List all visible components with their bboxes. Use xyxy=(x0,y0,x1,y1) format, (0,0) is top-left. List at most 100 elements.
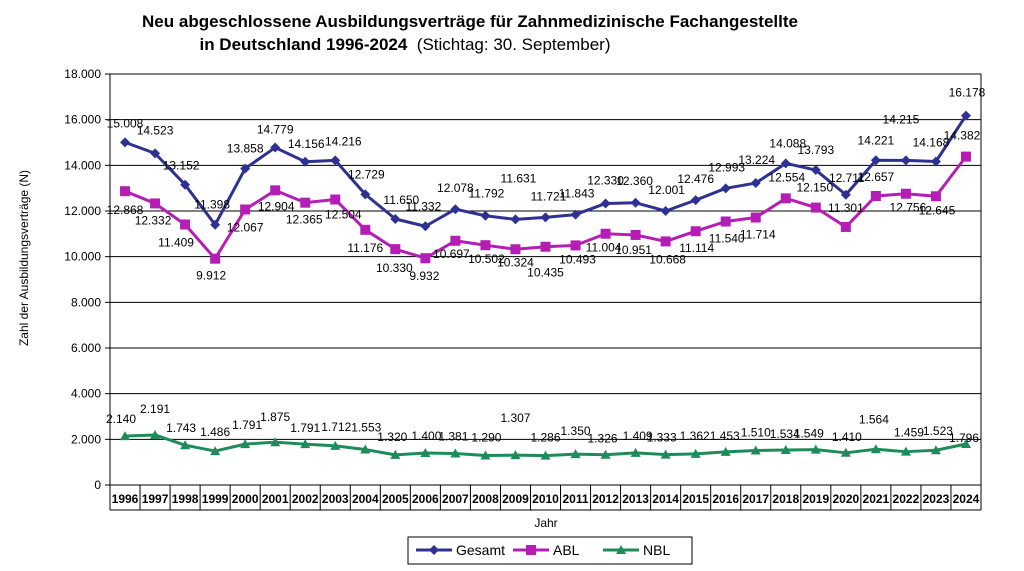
data-point xyxy=(600,198,611,209)
data-label: 1.510 xyxy=(741,426,771,440)
data-label: 12.554 xyxy=(768,170,805,184)
x-tick-label: 2017 xyxy=(742,492,769,506)
data-label: 12.150 xyxy=(796,181,833,195)
data-point xyxy=(390,449,401,459)
data-point xyxy=(270,142,281,153)
data-label: 12.365 xyxy=(286,213,323,227)
x-tick-label: 2007 xyxy=(442,492,469,506)
data-label: 10.668 xyxy=(649,252,686,266)
data-label: 11.721 xyxy=(531,189,567,203)
data-point xyxy=(690,448,701,458)
data-point xyxy=(330,155,341,166)
data-label: 1.875 xyxy=(260,410,290,424)
data-point xyxy=(360,189,371,200)
data-point xyxy=(720,183,731,194)
data-label: 1.712 xyxy=(321,420,351,434)
data-label: 1.381 xyxy=(438,429,468,443)
data-label: 1.523 xyxy=(923,424,953,438)
data-point xyxy=(540,450,551,460)
x-tick-label: 2016 xyxy=(712,492,739,506)
x-tick-label: 2024 xyxy=(953,492,980,506)
x-tick-label: 2015 xyxy=(682,492,709,506)
data-point xyxy=(600,449,611,459)
data-label: 11.114 xyxy=(679,241,714,255)
legend-label: Gesamt xyxy=(456,542,505,558)
data-label: 12.729 xyxy=(348,167,385,181)
data-point xyxy=(840,221,851,232)
data-point xyxy=(180,440,191,450)
data-label: 11.332 xyxy=(405,199,441,213)
data-label: 10.697 xyxy=(433,247,470,261)
data-point xyxy=(210,253,221,264)
data-label: 12.332 xyxy=(135,213,172,227)
data-label: 1.326 xyxy=(588,432,618,446)
data-label: 1.410 xyxy=(832,430,862,444)
chart-subtitle: (Stichtag: 30. September) xyxy=(416,35,611,54)
data-label: 1.743 xyxy=(166,421,196,435)
data-point xyxy=(720,446,731,456)
data-label: 11.631 xyxy=(501,171,537,185)
data-point xyxy=(720,216,731,227)
data-label: 2.191 xyxy=(140,402,170,416)
data-point xyxy=(630,447,641,457)
y-axis-label: Zahl der Ausbildungsverträge (N) xyxy=(17,170,31,346)
data-point xyxy=(840,447,851,457)
data-label: 12.904 xyxy=(258,199,295,213)
chart-title-region: in Deutschland 1996-2024 xyxy=(199,35,408,54)
series-layer xyxy=(120,110,971,460)
data-label: 14.088 xyxy=(769,136,806,150)
data-label: 12.993 xyxy=(708,160,745,174)
data-point xyxy=(810,444,821,454)
data-point xyxy=(510,244,521,255)
data-label: 14.216 xyxy=(325,134,362,148)
chart-title: Neu abgeschlossene Ausbildungsverträge f… xyxy=(142,12,798,31)
data-label: 11.540 xyxy=(709,232,745,246)
data-label: 14.221 xyxy=(858,133,895,147)
data-label: 14.215 xyxy=(883,112,920,126)
data-label: 1.534 xyxy=(770,427,800,441)
legend: Gesamt ABL NBL xyxy=(407,536,693,565)
data-label: 14.779 xyxy=(257,123,294,137)
x-tick-label: 2001 xyxy=(262,492,289,506)
data-point xyxy=(960,110,971,121)
data-point xyxy=(150,148,161,159)
y-tick-label: 10.000 xyxy=(64,250,101,264)
data-label: 12.078 xyxy=(437,181,474,195)
data-point xyxy=(660,205,671,216)
x-tick-label: 1996 xyxy=(112,492,139,506)
y-tick-label: 0 xyxy=(94,478,101,492)
y-tick-label: 6.000 xyxy=(71,341,101,355)
data-point xyxy=(570,209,581,220)
data-label: 14.168 xyxy=(913,135,950,149)
data-point xyxy=(870,155,881,166)
data-label: 13.224 xyxy=(738,153,775,167)
data-label: 14.382 xyxy=(944,129,981,143)
data-label: 1.286 xyxy=(530,431,560,445)
x-tick-label: 2014 xyxy=(652,492,679,506)
x-tick-label: 2004 xyxy=(352,492,379,506)
data-label: 16.178 xyxy=(949,86,986,100)
data-label: 10.330 xyxy=(376,261,413,275)
data-point xyxy=(360,224,371,235)
data-point xyxy=(270,185,281,196)
data-label: 1.307 xyxy=(500,411,530,425)
data-label: 11.398 xyxy=(194,198,230,212)
data-point xyxy=(510,214,521,225)
data-point xyxy=(810,165,821,176)
x-tick-label: 2005 xyxy=(382,492,409,506)
data-label: 10.493 xyxy=(559,252,596,266)
data-label: 11.004 xyxy=(586,241,622,255)
data-label: 1.400 xyxy=(411,429,441,443)
data-point xyxy=(240,163,251,174)
data-point xyxy=(120,186,131,197)
x-tick-label: 2019 xyxy=(802,492,829,506)
data-label: 13.152 xyxy=(163,159,200,173)
data-label: 1.486 xyxy=(200,425,230,439)
data-point xyxy=(390,244,401,255)
data-label: 12.001 xyxy=(648,183,685,197)
data-label: 1.362 xyxy=(680,429,710,443)
data-label: 10.951 xyxy=(615,243,652,257)
data-label: 9.932 xyxy=(409,269,439,283)
data-point xyxy=(510,450,521,460)
